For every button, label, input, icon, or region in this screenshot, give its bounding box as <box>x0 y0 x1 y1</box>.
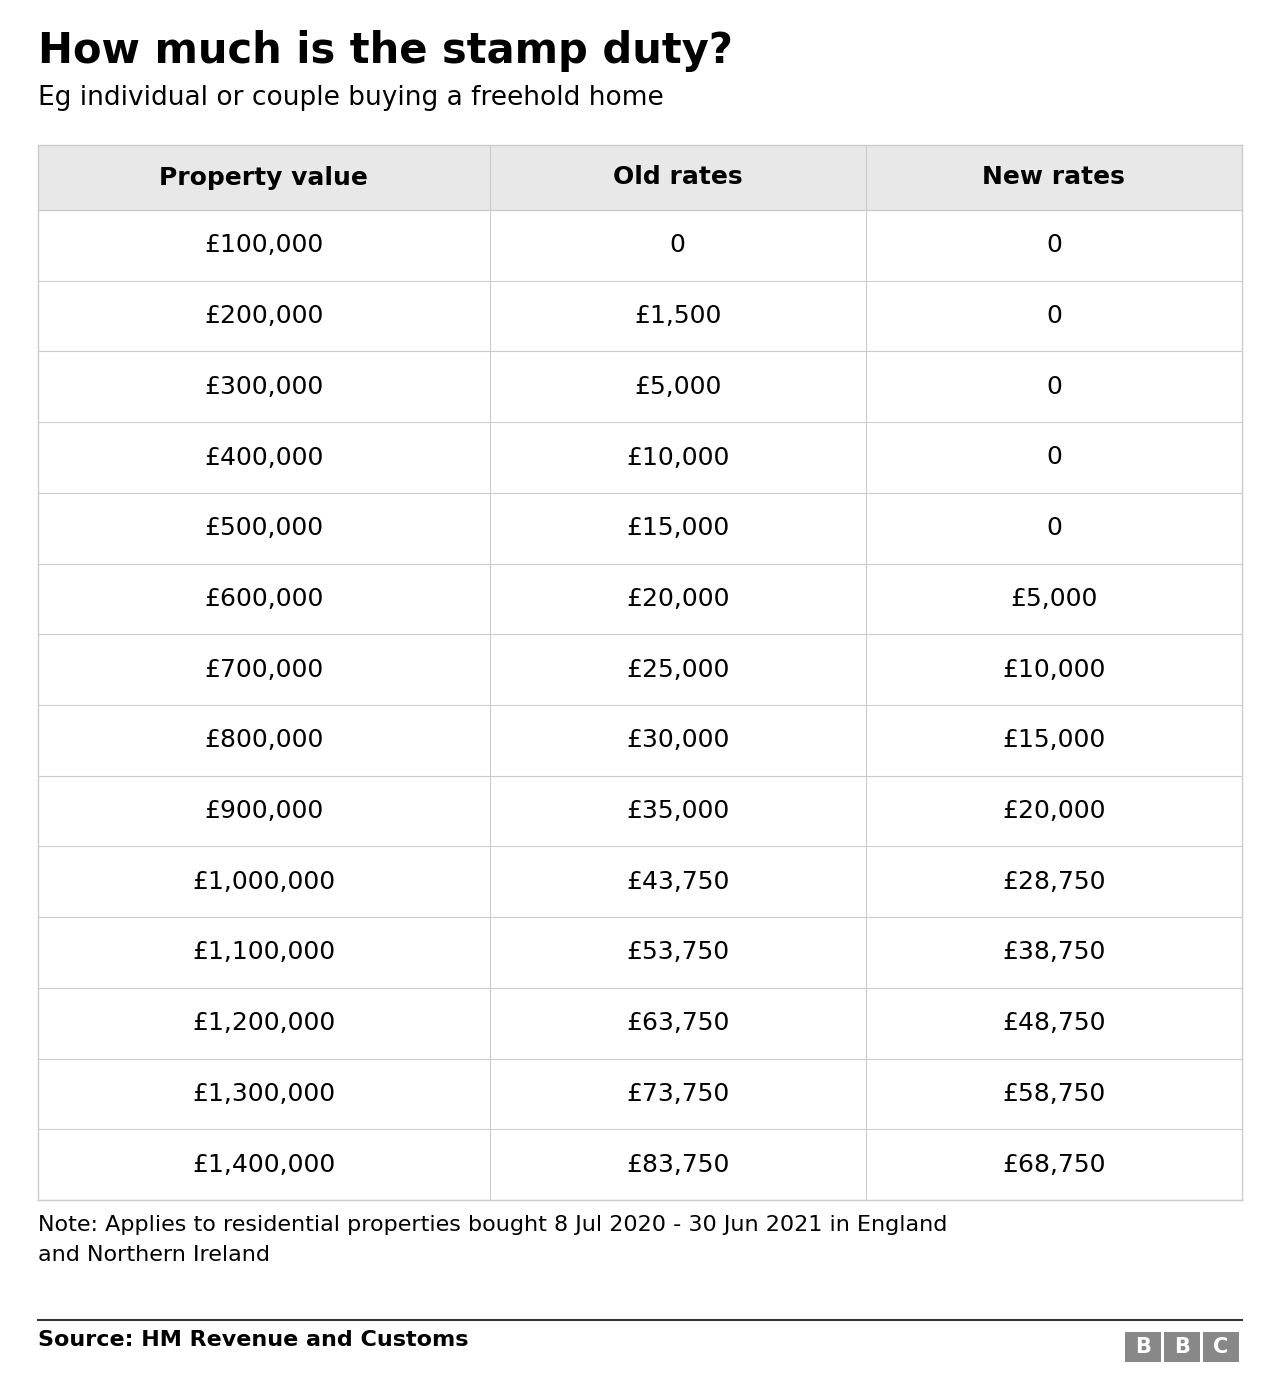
Bar <box>38 423 1242 493</box>
Text: £15,000: £15,000 <box>626 516 730 541</box>
Text: C: C <box>1213 1337 1229 1357</box>
Text: New rates: New rates <box>983 165 1125 189</box>
Bar <box>38 493 1242 563</box>
Text: £20,000: £20,000 <box>626 587 730 612</box>
Text: £83,750: £83,750 <box>626 1152 730 1177</box>
Text: B: B <box>1174 1337 1190 1357</box>
Text: £35,000: £35,000 <box>626 799 730 823</box>
Bar <box>1164 1332 1201 1362</box>
Text: Property value: Property value <box>159 165 369 189</box>
Text: £58,750: £58,750 <box>1002 1081 1106 1106</box>
Text: £30,000: £30,000 <box>626 728 730 752</box>
Bar <box>38 705 1242 776</box>
Text: £38,750: £38,750 <box>1002 941 1106 965</box>
Text: £1,200,000: £1,200,000 <box>192 1011 335 1036</box>
Text: £73,750: £73,750 <box>626 1081 730 1106</box>
Text: £28,750: £28,750 <box>1002 870 1106 894</box>
Text: £20,000: £20,000 <box>1002 799 1106 823</box>
Bar <box>38 1129 1242 1200</box>
Text: £43,750: £43,750 <box>626 870 730 894</box>
Text: £100,000: £100,000 <box>204 234 324 257</box>
Text: 0: 0 <box>1046 516 1062 541</box>
Text: 0: 0 <box>1046 234 1062 257</box>
Bar <box>38 1059 1242 1129</box>
Bar <box>38 145 1242 210</box>
Text: £5,000: £5,000 <box>634 375 722 399</box>
Text: £1,100,000: £1,100,000 <box>192 941 335 965</box>
Text: £700,000: £700,000 <box>204 657 324 681</box>
Bar <box>38 847 1242 917</box>
Bar <box>38 210 1242 281</box>
Text: Eg individual or couple buying a freehold home: Eg individual or couple buying a freehol… <box>38 85 664 111</box>
Bar <box>38 634 1242 705</box>
Text: £68,750: £68,750 <box>1002 1152 1106 1177</box>
Text: £400,000: £400,000 <box>204 446 324 470</box>
Bar <box>38 988 1242 1059</box>
Bar <box>1203 1332 1239 1362</box>
Text: £1,400,000: £1,400,000 <box>192 1152 335 1177</box>
Text: 0: 0 <box>1046 375 1062 399</box>
Text: £300,000: £300,000 <box>204 375 324 399</box>
Text: 0: 0 <box>1046 304 1062 328</box>
Text: £1,300,000: £1,300,000 <box>192 1081 335 1106</box>
Bar <box>38 281 1242 352</box>
Text: Old rates: Old rates <box>613 165 742 189</box>
Text: £10,000: £10,000 <box>1002 657 1106 681</box>
Bar <box>1125 1332 1161 1362</box>
Text: B: B <box>1135 1337 1151 1357</box>
Text: 0: 0 <box>669 234 686 257</box>
Text: Note: Applies to residential properties bought 8 Jul 2020 - 30 Jun 2021 in Engla: Note: Applies to residential properties … <box>38 1215 947 1265</box>
Text: £48,750: £48,750 <box>1002 1011 1106 1036</box>
Text: £1,500: £1,500 <box>634 304 722 328</box>
Text: £5,000: £5,000 <box>1010 587 1097 612</box>
Text: £1,000,000: £1,000,000 <box>192 870 335 894</box>
Text: £600,000: £600,000 <box>204 587 324 612</box>
Bar <box>38 917 1242 988</box>
Text: £800,000: £800,000 <box>204 728 324 752</box>
Text: £25,000: £25,000 <box>626 657 730 681</box>
Text: How much is the stamp duty?: How much is the stamp duty? <box>38 31 733 72</box>
Text: £53,750: £53,750 <box>626 941 730 965</box>
Text: 0: 0 <box>1046 446 1062 470</box>
Bar <box>38 563 1242 634</box>
Bar <box>38 776 1242 847</box>
Bar <box>38 352 1242 423</box>
Text: £200,000: £200,000 <box>204 304 324 328</box>
Text: £15,000: £15,000 <box>1002 728 1106 752</box>
Text: £900,000: £900,000 <box>204 799 324 823</box>
Text: Source: HM Revenue and Customs: Source: HM Revenue and Customs <box>38 1330 468 1350</box>
Text: £500,000: £500,000 <box>205 516 324 541</box>
Text: £10,000: £10,000 <box>626 446 730 470</box>
Text: £63,750: £63,750 <box>626 1011 730 1036</box>
